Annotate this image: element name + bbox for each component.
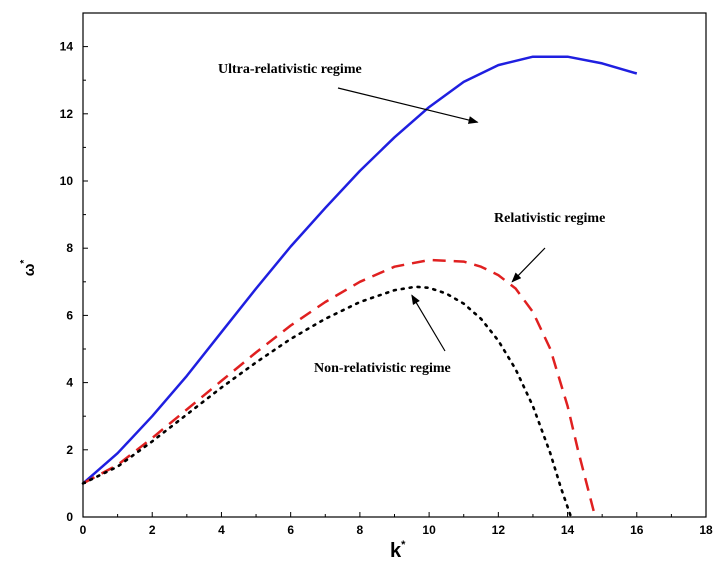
- x-axis-title: k*: [390, 539, 406, 562]
- y-axis-title: ω*: [19, 260, 38, 277]
- y-tick-label: 10: [60, 174, 74, 188]
- annotation-label: Relativistic regime: [494, 211, 605, 226]
- annotation-label: Ultra-relativistic regime: [218, 62, 362, 77]
- series-line-3-dotted: [81, 285, 573, 519]
- x-tick-label: 14: [561, 523, 575, 537]
- y-axis-title-text: ω: [21, 263, 38, 276]
- y-axis-title-superscript: *: [19, 260, 30, 264]
- y-tick-label: 8: [66, 241, 73, 255]
- x-tick-label: 16: [630, 523, 644, 537]
- x-tick-label: 4: [218, 523, 225, 537]
- series-layer: [81, 55, 638, 519]
- x-tick-label: 12: [492, 523, 506, 537]
- x-tick-label: 10: [422, 523, 436, 537]
- annotation-arrow: [411, 294, 446, 352]
- x-tick-label: 8: [357, 523, 364, 537]
- axis-ticks: 0 2 4 6 8 10 12 14 16 18 0 2 4 6 8 10 12 14: [60, 40, 713, 537]
- x-axis-title-text: k: [390, 540, 402, 562]
- x-tick-label: 18: [699, 523, 713, 537]
- y-tick-label: 2: [66, 443, 73, 457]
- x-tick-label: 2: [149, 523, 156, 537]
- x-tick-label: 6: [287, 523, 294, 537]
- x-axis-title-superscript: *: [401, 539, 406, 551]
- annotation-label: Non-relativistic regime: [314, 361, 451, 376]
- annotations: Ultra-relativistic regime Relativistic re…: [218, 62, 605, 376]
- plot-frame: [82, 12, 707, 518]
- y-tick-label: 6: [66, 308, 73, 322]
- series-line-1-solid: [82, 55, 638, 485]
- x-tick-label: 0: [80, 523, 87, 537]
- annotation-arrow: [337, 87, 479, 124]
- y-tick-label: 14: [60, 40, 74, 54]
- y-tick-label: 4: [66, 376, 73, 390]
- series-line-2-dashed: [82, 258, 597, 518]
- y-tick-label: 12: [60, 107, 74, 121]
- y-tick-label: 0: [66, 510, 73, 524]
- annotation-arrow: [511, 247, 546, 283]
